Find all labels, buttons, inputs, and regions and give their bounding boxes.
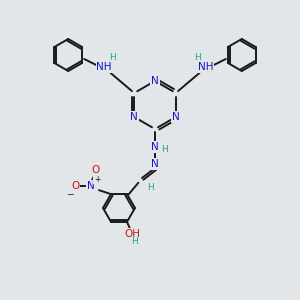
Text: H: H <box>160 146 167 154</box>
Text: NH: NH <box>97 62 112 72</box>
Text: N: N <box>172 112 180 122</box>
Text: −: − <box>66 190 74 199</box>
Text: N: N <box>151 159 159 169</box>
Text: NH: NH <box>198 62 214 72</box>
Text: N: N <box>151 76 159 86</box>
Text: N: N <box>151 142 159 152</box>
Text: N: N <box>130 112 138 122</box>
Text: O: O <box>71 181 79 191</box>
Text: H: H <box>130 237 137 246</box>
Text: H: H <box>148 182 154 191</box>
Text: OH: OH <box>124 229 140 239</box>
Text: N: N <box>87 181 95 191</box>
Text: H: H <box>109 52 116 62</box>
Text: H: H <box>194 52 201 62</box>
Text: O: O <box>91 165 99 175</box>
Text: +: + <box>94 175 100 184</box>
